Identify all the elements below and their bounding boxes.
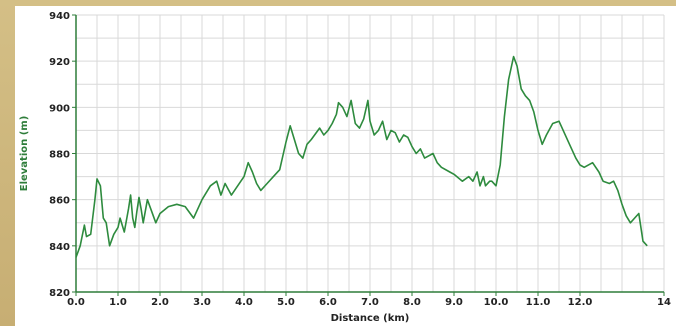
x-tick-label: 0.0 (67, 297, 85, 308)
x-tick-label: 14 (657, 297, 671, 308)
elevation-profile-chart: 0.0 1.0 2.0 3.0 4.0 5.0 6.0 7.0 8.0 9.0 10.0 11.0 12… (19, 11, 671, 324)
x-tick-label: 5.0 (277, 297, 295, 308)
x-tick-label: 8.0 (403, 297, 421, 308)
x-tick-label: 4.0 (235, 297, 253, 308)
series-group (75, 55, 648, 258)
x-tick-label: 6.0 (319, 297, 337, 308)
y-tick-label: 940 (49, 11, 70, 22)
elevation-series-line (75, 55, 648, 258)
x-tick-label: 7.0 (361, 297, 379, 308)
y-tick-label: 820 (49, 288, 70, 299)
chart-panel: 0.0 1.0 2.0 3.0 4.0 5.0 6.0 7.0 8.0 9.0 10.0 11.0 12… (15, 6, 676, 326)
x-tick-label: 9.0 (445, 297, 463, 308)
y-tick-label: 920 (49, 57, 70, 68)
x-tick-label: 11.0 (526, 297, 551, 308)
y-tick-label: 860 (49, 196, 70, 207)
x-tick-label: 2.0 (151, 297, 169, 308)
y-tick-label: 900 (49, 103, 70, 114)
x-tick-label: 3.0 (193, 297, 211, 308)
x-tick-label: 1.0 (109, 297, 127, 308)
y-tick-label: 840 (49, 242, 70, 253)
grid-lines (75, 14, 665, 293)
y-tick-label: 880 (49, 150, 70, 161)
x-tick-label: 12.0 (568, 297, 593, 308)
x-tick-labels: 0.0 1.0 2.0 3.0 4.0 5.0 6.0 7.0 8.0 9.0 10.0 11.0 12… (67, 292, 671, 308)
y-tick-labels: 820 840 860 880 900 920 940 (49, 11, 76, 299)
x-tick-label: 10.0 (484, 297, 509, 308)
x-axis-title: Distance (km) (331, 313, 410, 324)
y-axis-title: Elevation (m) (19, 116, 30, 192)
